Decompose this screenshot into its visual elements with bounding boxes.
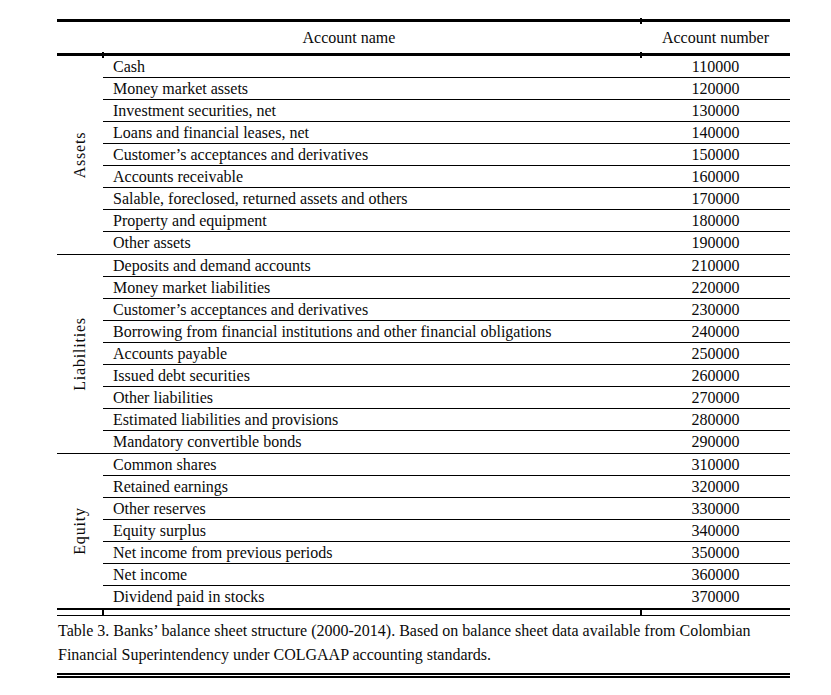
account-number-cell: 170000	[641, 190, 790, 208]
table-row: Net income 360000	[103, 564, 790, 586]
account-number-cell: 140000	[641, 124, 790, 142]
group-rows: Cash 110000 Money market assets 120000 I…	[103, 56, 790, 254]
group-rows: Deposits and demand accounts 210000 Mone…	[103, 255, 790, 453]
table-row: Customer’s acceptances and derivatives 1…	[103, 144, 790, 166]
table-header-row: Account name Account number	[57, 22, 790, 53]
table-row: Property and equipment 180000	[103, 210, 790, 232]
account-number-cell: 270000	[641, 389, 790, 407]
table-row: Mandatory convertible bonds 290000	[103, 431, 790, 453]
account-name-cell: Equity surplus	[103, 522, 641, 540]
table-row: Salable, foreclosed, returned assets and…	[103, 188, 790, 210]
table-row: Money market liabilities 220000	[103, 277, 790, 299]
table-row: Equity surplus 340000	[103, 520, 790, 542]
table-caption: Table 3. Banks’ balance sheet structure …	[57, 616, 790, 678]
header-account-number: Account number	[641, 29, 790, 47]
table-row: Dividend paid in stocks 370000	[103, 586, 790, 608]
group-label: Liabilities	[71, 317, 89, 391]
account-name-cell: Other reserves	[103, 500, 641, 518]
account-number-cell: 130000	[641, 102, 790, 120]
account-number-cell: 280000	[641, 411, 790, 429]
account-number-cell: 160000	[641, 168, 790, 186]
account-name-cell: Property and equipment	[103, 212, 641, 230]
table-row: Accounts receivable 160000	[103, 166, 790, 188]
account-name-cell: Money market assets	[103, 80, 641, 98]
table-row: Deposits and demand accounts 210000	[103, 255, 790, 277]
table-row: Other liabilities 270000	[103, 387, 790, 409]
account-name-cell: Common shares	[103, 456, 641, 474]
account-number-cell: 340000	[641, 522, 790, 540]
account-number-cell: 190000	[641, 234, 790, 252]
account-name-cell: Customer’s acceptances and derivatives	[103, 301, 641, 319]
account-name-cell: Retained earnings	[103, 478, 641, 496]
account-name-cell: Accounts receivable	[103, 168, 641, 186]
table-row: Common shares 310000	[103, 454, 790, 476]
account-number-cell: 290000	[641, 433, 790, 451]
table-row: Cash 110000	[103, 56, 790, 78]
table-row: Loans and financial leases, net 140000	[103, 122, 790, 144]
account-number-cell: 230000	[641, 301, 790, 319]
account-name-cell: Issued debt securities	[103, 367, 641, 385]
column-boundary-tick	[640, 52, 642, 58]
column-boundary-tick	[640, 609, 642, 615]
group-equity: Equity Common shares 310000 Retained ear…	[57, 453, 790, 608]
table-row: Issued debt securities 260000	[103, 365, 790, 387]
column-boundary-tick	[640, 18, 642, 24]
account-number-cell: 360000	[641, 566, 790, 584]
account-name-cell: Loans and financial leases, net	[103, 124, 641, 142]
account-name-cell: Dividend paid in stocks	[103, 588, 641, 606]
table-row: Retained earnings 320000	[103, 476, 790, 498]
account-number-cell: 350000	[641, 544, 790, 562]
account-name-cell: Net income	[103, 566, 641, 584]
account-name-cell: Other liabilities	[103, 389, 641, 407]
group-label-column: Equity	[57, 454, 103, 608]
account-name-cell: Other assets	[103, 234, 641, 252]
account-number-cell: 250000	[641, 345, 790, 363]
account-number-cell: 110000	[641, 58, 790, 76]
account-number-cell: 120000	[641, 80, 790, 98]
account-number-cell: 330000	[641, 500, 790, 518]
account-name-cell: Customer’s acceptances and derivatives	[103, 146, 641, 164]
account-number-cell: 150000	[641, 146, 790, 164]
account-name-cell: Estimated liabilities and provisions	[103, 411, 641, 429]
table-row: Money market assets 120000	[103, 78, 790, 100]
account-name-cell: Accounts payable	[103, 345, 641, 363]
account-name-cell: Salable, foreclosed, returned assets and…	[103, 190, 641, 208]
account-number-cell: 210000	[641, 257, 790, 275]
account-number-cell: 370000	[641, 588, 790, 606]
table-row: Borrowing from financial institutions an…	[103, 321, 790, 343]
account-number-cell: 220000	[641, 279, 790, 297]
account-name-cell: Investment securities, net	[103, 102, 641, 120]
table-row: Investment securities, net 130000	[103, 100, 790, 122]
table-bottom-rule	[57, 608, 790, 616]
account-name-cell: Deposits and demand accounts	[103, 257, 641, 275]
account-number-cell: 310000	[641, 456, 790, 474]
header-account-name: Account name	[57, 29, 641, 47]
table-row: Customer’s acceptances and derivatives 2…	[103, 299, 790, 321]
group-rows: Common shares 310000 Retained earnings 3…	[103, 454, 790, 608]
header-bottom-rule	[57, 53, 790, 56]
balance-sheet-table: Account name Account number Assets Cash …	[57, 19, 790, 678]
group-label: Assets	[71, 132, 89, 179]
account-name-cell: Net income from previous periods	[103, 544, 641, 562]
account-name-cell: Mandatory convertible bonds	[103, 433, 641, 451]
account-number-cell: 180000	[641, 212, 790, 230]
table-row: Other reserves 330000	[103, 498, 790, 520]
table-top-rule	[57, 19, 790, 22]
table-row: Estimated liabilities and provisions 280…	[103, 409, 790, 431]
account-number-cell: 320000	[641, 478, 790, 496]
account-name-cell: Borrowing from financial institutions an…	[103, 323, 641, 341]
account-number-cell: 240000	[641, 323, 790, 341]
group-label-column: Liabilities	[57, 255, 103, 453]
account-name-cell: Money market liabilities	[103, 279, 641, 297]
column-boundary-tick	[102, 609, 104, 615]
table-row: Net income from previous periods 350000	[103, 542, 790, 564]
table-row: Other assets 190000	[103, 232, 790, 254]
account-name-cell: Cash	[103, 58, 641, 76]
group-liabilities: Liabilities Deposits and demand accounts…	[57, 254, 790, 453]
group-label-column: Assets	[57, 56, 103, 254]
account-number-cell: 260000	[641, 367, 790, 385]
group-label: Equity	[71, 507, 89, 554]
table-row: Accounts payable 250000	[103, 343, 790, 365]
group-assets: Assets Cash 110000 Money market assets 1…	[57, 56, 790, 254]
